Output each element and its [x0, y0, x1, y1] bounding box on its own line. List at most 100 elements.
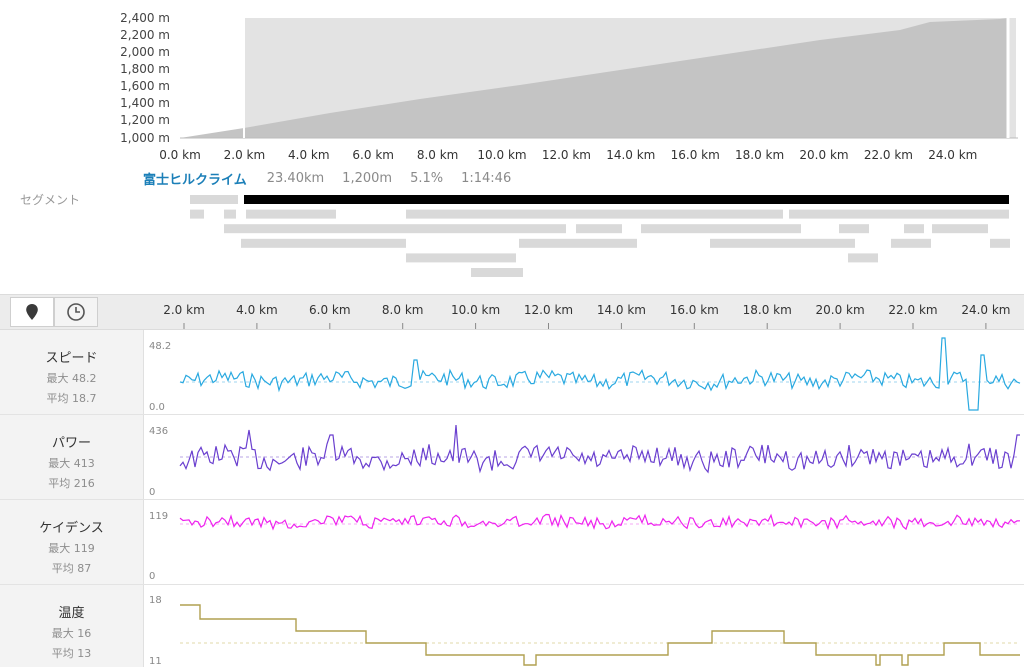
elevation-y-tick: 2,200 m [120, 28, 170, 42]
distance-axis-tick: 10.0 km [451, 303, 500, 317]
elevation-x-tick: 6.0 km [352, 148, 394, 162]
segment-bar[interactable] [519, 238, 637, 248]
segment-bar[interactable] [224, 209, 236, 219]
distance-axis-tick: 24.0 km [961, 303, 1010, 317]
elevation-y-axis: 2,400 m 2,200 m 2,000 m 1,800 m 1,600 m 1,400… [120, 11, 170, 145]
power-scale-min: 0 [149, 487, 155, 498]
speed-trace [179, 337, 1021, 411]
elevation-y-tick: 1,000 m [120, 131, 170, 145]
temperature-scale-min: 11 [149, 656, 162, 667]
power-title: パワー [51, 436, 91, 451]
elevation-x-tick: 14.0 km [606, 148, 655, 162]
temperature-chart[interactable]: 18 11 [144, 585, 1024, 667]
segment-grade: 5.1% [410, 170, 444, 186]
time-mode-button[interactable] [54, 297, 98, 327]
distance-mode-button[interactable] [10, 297, 54, 327]
cadence-chart[interactable]: 119 0 [144, 500, 1024, 585]
cadence-max: 最大 119 [48, 542, 95, 555]
distance-axis-tick: 18.0 km [743, 303, 792, 317]
elevation-x-tick: 10.0 km [477, 148, 526, 162]
cadence-trace [179, 513, 1021, 531]
chart-toolbar: 2.0 km 4.0 km 6.0 km 8.0 km 10.0 km 12.0 km 14… [0, 294, 1024, 330]
distance-axis-tick: 14.0 km [597, 303, 646, 317]
segment-bar[interactable] [246, 209, 336, 219]
segment-bar[interactable] [839, 224, 869, 234]
segment-bar[interactable] [471, 268, 523, 277]
segments-label: セグメント [20, 193, 81, 207]
segment-bar[interactable] [224, 224, 566, 234]
speed-chart[interactable]: 48.2 0.0 [144, 330, 1024, 415]
speed-row: スピード 最大 48.2 平均 18.7 48.2 0.0 [0, 330, 1024, 415]
elevation-x-tick: 20.0 km [799, 148, 848, 162]
temperature-row: 温度 最大 16 平均 13 18 11 [0, 585, 1024, 667]
temperature-avg: 平均 13 [51, 647, 92, 660]
segment-bar[interactable] [406, 209, 783, 219]
cadence-row: ケイデンス 最大 119 平均 87 119 0 [0, 500, 1024, 585]
clock-icon [67, 303, 85, 321]
segment-bar[interactable] [891, 238, 931, 248]
elevation-x-axis: 0.0 km 2.0 km 4.0 km 6.0 km 8.0 km 10.0 km 12.… [159, 148, 977, 162]
segment-bar[interactable] [710, 238, 855, 248]
temperature-trace [180, 604, 1020, 666]
distance-axis-tick: 8.0 km [382, 303, 424, 317]
segment-bar[interactable] [241, 238, 406, 248]
temperature-label-panel: 温度 最大 16 平均 13 [0, 585, 144, 667]
cadence-scale-min: 0 [149, 571, 155, 582]
speed-scale-min: 0.0 [149, 402, 165, 413]
segment-bar[interactable] [244, 195, 1009, 204]
elevation-y-tick: 1,200 m [120, 113, 170, 127]
elevation-y-tick: 2,400 m [120, 11, 170, 25]
segment-bar[interactable] [904, 224, 924, 234]
segment-bar[interactable] [848, 253, 878, 263]
segment-bar[interactable] [990, 238, 1010, 248]
map-pin-icon [26, 304, 38, 320]
distance-axis-tick: 2.0 km [163, 303, 205, 317]
elevation-x-tick: 0.0 km [159, 148, 201, 162]
elevation-chart[interactable]: 2,400 m 2,200 m 2,000 m 1,800 m 1,600 m 1,400… [0, 0, 1024, 166]
segment-bar[interactable] [190, 195, 238, 204]
cadence-title: ケイデンス [39, 521, 104, 536]
cadence-label-panel: ケイデンス 最大 119 平均 87 [0, 500, 144, 584]
elevation-y-tick: 1,400 m [120, 96, 170, 110]
segments-list [190, 195, 1010, 277]
elevation-x-tick: 12.0 km [542, 148, 591, 162]
power-row: パワー 最大 413 平均 216 436 0 [0, 415, 1024, 500]
elevation-x-tick: 24.0 km [928, 148, 977, 162]
segment-time: 1:14:46 [461, 170, 512, 186]
elevation-y-tick: 1,600 m [120, 79, 170, 93]
segment-bar[interactable] [641, 224, 801, 234]
elevation-x-tick: 18.0 km [735, 148, 784, 162]
segment-bar[interactable] [932, 224, 988, 234]
segment-bar[interactable] [190, 209, 204, 219]
elevation-x-tick: 16.0 km [671, 148, 720, 162]
elevation-x-tick: 8.0 km [417, 148, 459, 162]
temperature-title: 温度 [58, 606, 85, 621]
speed-max: 最大 48.2 [46, 372, 97, 385]
segment-name-link[interactable]: 富士ヒルクライム [143, 172, 247, 188]
speed-avg: 平均 18.7 [46, 392, 97, 405]
elevation-y-tick: 1,800 m [120, 62, 170, 76]
distance-axis: 2.0 km 4.0 km 6.0 km 8.0 km 10.0 km 12.0 km 14… [163, 303, 1010, 329]
elevation-x-tick: 22.0 km [864, 148, 913, 162]
cadence-scale-max: 119 [149, 511, 168, 522]
segment-bar[interactable] [576, 224, 622, 234]
segment-bar[interactable] [406, 253, 516, 263]
cadence-avg: 平均 87 [51, 562, 92, 575]
elevation-profile-area [180, 18, 1008, 138]
power-scale-max: 436 [149, 426, 168, 437]
power-avg: 平均 216 [48, 477, 95, 490]
distance-axis-tick: 16.0 km [670, 303, 719, 317]
elevation-x-tick: 4.0 km [288, 148, 330, 162]
speed-scale-max: 48.2 [149, 341, 171, 352]
temperature-scale-max: 18 [149, 595, 162, 606]
segment-summary: 富士ヒルクライム 23.40km 1,200m 5.1% 1:14:46 [143, 168, 529, 188]
speed-label-panel: スピード 最大 48.2 平均 18.7 [0, 330, 144, 414]
speed-title: スピード [45, 351, 98, 366]
power-trace [179, 424, 1020, 474]
power-chart[interactable]: 436 0 [144, 415, 1024, 500]
power-label-panel: パワー 最大 413 平均 216 [0, 415, 144, 499]
segment-bar[interactable] [789, 209, 1009, 219]
elevation-y-tick: 2,000 m [120, 45, 170, 59]
power-max: 最大 413 [48, 457, 95, 470]
distance-axis-tick: 6.0 km [309, 303, 351, 317]
